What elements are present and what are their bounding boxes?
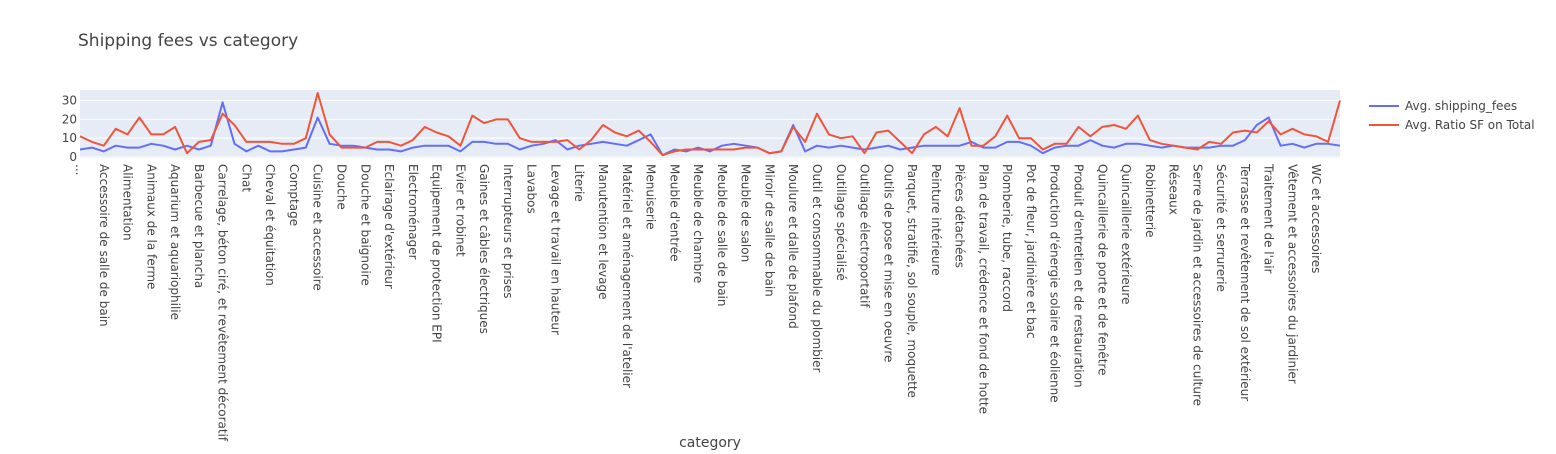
x-tick-label: Réseaux — [1167, 164, 1181, 215]
grid-lines — [80, 100, 1340, 158]
x-tick-label: Chat — [239, 164, 253, 192]
y-tick-label: 30 — [62, 94, 77, 108]
x-tick-label: Vêtement et accessoires du jardinier — [1286, 164, 1300, 384]
x-tick-label: Terrasse et revêtement de sol extérieur — [1238, 163, 1252, 401]
x-tick-label: Meuble de chambre — [691, 164, 705, 283]
x-tick-label: Meuble d'entrée — [667, 164, 681, 262]
x-tick-label: Plan de travail, crédence et fond de hot… — [976, 164, 990, 414]
x-tick-label: Lavabos — [525, 164, 539, 214]
x-tick-label: Comptage — [287, 164, 301, 226]
series-line-1 — [79, 101, 1341, 157]
x-tick-label: Manutention et levage — [596, 164, 610, 300]
x-tick-label: Pièces détachées — [953, 164, 967, 268]
legend-item[interactable]: Avg. shipping_fees — [1369, 99, 1517, 113]
x-tick-label: Douche et baignoire — [358, 164, 372, 286]
x-tick-label: Barbecue et plancha — [192, 164, 206, 288]
y-tick-label: 10 — [62, 131, 77, 145]
x-tick-label: Cuisine et accessoire — [311, 164, 325, 291]
y-tick-label: 0 — [69, 150, 77, 164]
x-tick-label: Quincaillerie de porte et de fenêtre — [1095, 164, 1109, 375]
x-tick-label: Meuble de salle de bain — [715, 164, 729, 307]
x-tick-label: Quincaillerie extérieure — [1119, 164, 1133, 304]
x-axis-ticks: ... Accessoire de salle de bain Alimentati… — [73, 163, 1323, 442]
x-tick-label: Moulure et dalle de plafond — [786, 164, 800, 329]
x-tick-label: Levage et travail en hauteur — [549, 164, 563, 335]
x-tick-label: Eclairage d'extérieur — [382, 164, 396, 289]
x-tick-label: Outillage spécialisé — [834, 164, 848, 281]
x-tick-label: Electroménager — [406, 164, 420, 260]
y-axis-ticks: 0 10 20 30 — [62, 94, 77, 164]
x-tick-label: Equipement de protection EPI — [430, 164, 444, 343]
x-tick-label: Menuiserie — [644, 164, 658, 230]
x-tick-label: Traitement de l'air — [1262, 163, 1276, 274]
x-tick-label: Aquarium et aquariophilie — [168, 164, 182, 320]
x-tick-label: Interrupteurs et prises — [501, 164, 515, 298]
x-tick-label: Gaines et câbles électriques — [477, 164, 491, 334]
x-tick-label: Robinetterie — [1143, 164, 1157, 238]
x-tick-label: Pot de fleur, jardinière et bac — [1024, 164, 1038, 339]
x-tick-label: Outils de pose et mise en oeuvre — [881, 164, 895, 362]
x-tick-label: Literie — [572, 164, 586, 202]
x-tick-label: Meuble de salon — [739, 164, 753, 262]
series-line-2 — [79, 92, 1341, 157]
series-lines — [79, 92, 1341, 157]
x-tick-label: Parquet, stratifié, sol souple, moquette — [905, 164, 919, 398]
y-tick-label: 20 — [62, 112, 77, 126]
x-tick-label: Animaux de la ferme — [144, 164, 158, 289]
x-tick-label: Outillage électroportatif — [858, 164, 872, 308]
x-tick-label: Douche — [335, 164, 349, 210]
legend-label: Avg. Ratio SF on Total — [1405, 118, 1535, 132]
x-tick-label: Evier et robinet — [453, 164, 467, 257]
x-tick-label: Production d'énergie solaire et éolienne — [1048, 164, 1062, 403]
x-tick-label: Peinture intérieure — [929, 164, 943, 276]
x-tick-label: Miroir de salle de bain — [762, 164, 776, 297]
x-tick-label: Accessoire de salle de bain — [97, 164, 111, 327]
x-tick-label: Carrelage, béton ciré, et revêtement déc… — [216, 164, 230, 442]
x-tick-label: Cheval et équitation — [263, 164, 277, 286]
x-tick-label: Alimentation — [121, 164, 135, 241]
x-tick-label: Outil et consommable du plombier — [810, 164, 824, 373]
legend[interactable]: Avg. shipping_fees Avg. Ratio SF on Total — [1369, 99, 1535, 132]
x-axis-title: category — [679, 435, 741, 450]
x-tick-label: Matériel et aménagement de l'atelier — [620, 164, 634, 388]
x-tick-label: Produit d'entretien et de restauration — [1072, 164, 1086, 388]
x-tick-label: WC et accessoires — [1309, 164, 1323, 273]
x-tick-label: ... — [73, 164, 87, 175]
x-tick-label: Plomberie, tube, raccord — [1000, 164, 1014, 312]
chart-title: Shipping fees vs category — [78, 31, 298, 51]
legend-item[interactable]: Avg. Ratio SF on Total — [1369, 118, 1535, 132]
x-tick-label: Sécurité et serrurerie — [1214, 164, 1228, 292]
x-tick-label: Serre de jardin et accessoires de cultur… — [1190, 164, 1204, 406]
legend-label: Avg. shipping_fees — [1405, 99, 1517, 113]
